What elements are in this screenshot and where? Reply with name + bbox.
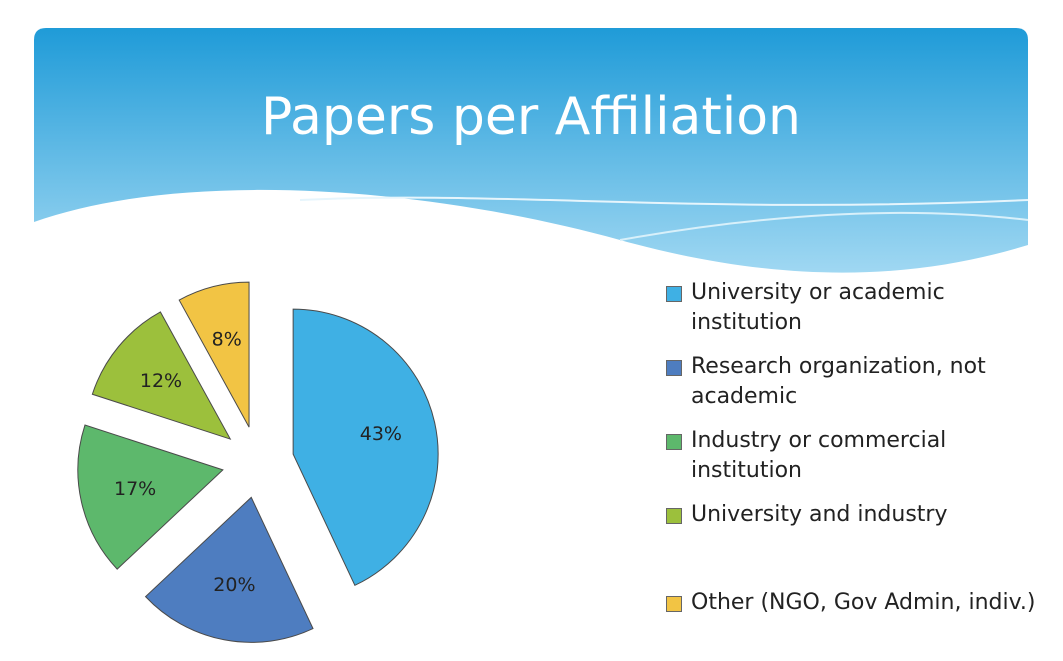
legend-swatch [666,286,682,302]
legend-item: Other (NGO, Gov Admin, indiv.) [666,588,1036,618]
legend-item: University and industry [666,500,1036,530]
legend-label: University and industry [691,502,948,527]
pie-slice [91,311,232,440]
chart-title: Papers per Affiliation [261,87,801,147]
data-label: 17% [114,478,156,500]
legend-item: University or academic institution [666,278,1036,338]
header-wave [34,189,1028,661]
legend-label: Industry or commercial institution [691,428,947,483]
legend-label: Research organization, not academic [691,354,986,409]
legend-swatch [666,596,682,612]
legend-item: Industry or commercial institution [666,426,1036,486]
legend-label: Other (NGO, Gov Admin, indiv.) [691,590,1036,615]
wave-line [299,196,1029,206]
data-label: 12% [140,370,182,392]
data-label: 43% [360,423,402,445]
legend-item: Research organization, not academic [666,352,1036,412]
legend-swatch [666,508,682,524]
legend-label: University or academic institution [691,280,945,335]
pie-slice [144,496,314,643]
data-label: 8% [212,329,242,351]
pie-slice [292,308,439,587]
data-label: 20% [213,574,255,596]
legend-swatch [666,360,682,376]
wave-line [619,211,1029,241]
pie-slice [77,424,224,570]
legend-swatch [666,434,682,450]
pie-slice [178,281,250,428]
